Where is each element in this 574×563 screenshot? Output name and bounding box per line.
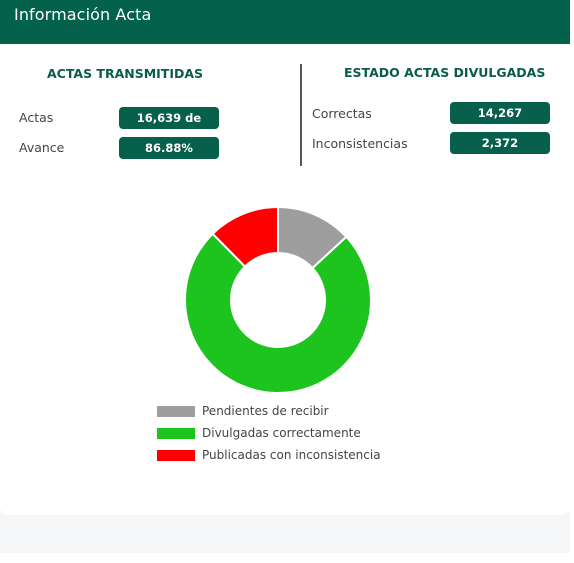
donut-chart — [184, 205, 372, 394]
legend-label-correct: Divulgadas correctamente — [202, 426, 361, 440]
avance-value-badge: 86.88% — [119, 137, 219, 159]
chart-card: Pendientes de recibir Divulgadas correct… — [0, 182, 570, 515]
correctas-value-badge: 14,267 — [450, 102, 550, 124]
actas-value-badge: 16,639 de 19,152 — [119, 107, 219, 147]
donut-slice-correct[interactable] — [184, 232, 372, 394]
transmitted-title: ACTAS TRANSMITIDAS — [47, 66, 204, 81]
section-divider — [300, 64, 302, 166]
actas-label: Actas — [19, 110, 54, 125]
acta-info-panel: Información Acta ACTAS TRANSMITIDAS Acta… — [0, 0, 570, 553]
avance-label: Avance — [19, 140, 65, 155]
published-title: ESTADO ACTAS DIVULGADAS — [344, 65, 546, 80]
donut-slice-inconsistent[interactable] — [211, 205, 279, 268]
legend-swatch-correct — [157, 428, 195, 439]
correctas-label: Correctas — [312, 106, 372, 121]
legend-swatch-pending — [157, 406, 195, 417]
legend-label-pending: Pendientes de recibir — [202, 404, 329, 418]
inconsistencias-value-badge: 2,372 — [450, 132, 550, 154]
panel-title: Información Acta — [14, 5, 152, 24]
legend-label-inconsistent: Publicadas con inconsistencia — [202, 448, 381, 462]
legend-swatch-inconsistent — [157, 450, 195, 461]
stats-section: ACTAS TRANSMITIDAS Actas 16,639 de 19,15… — [0, 44, 570, 182]
inconsistencias-label: Inconsistencias — [312, 136, 408, 151]
panel-header: Información Acta — [0, 0, 570, 44]
